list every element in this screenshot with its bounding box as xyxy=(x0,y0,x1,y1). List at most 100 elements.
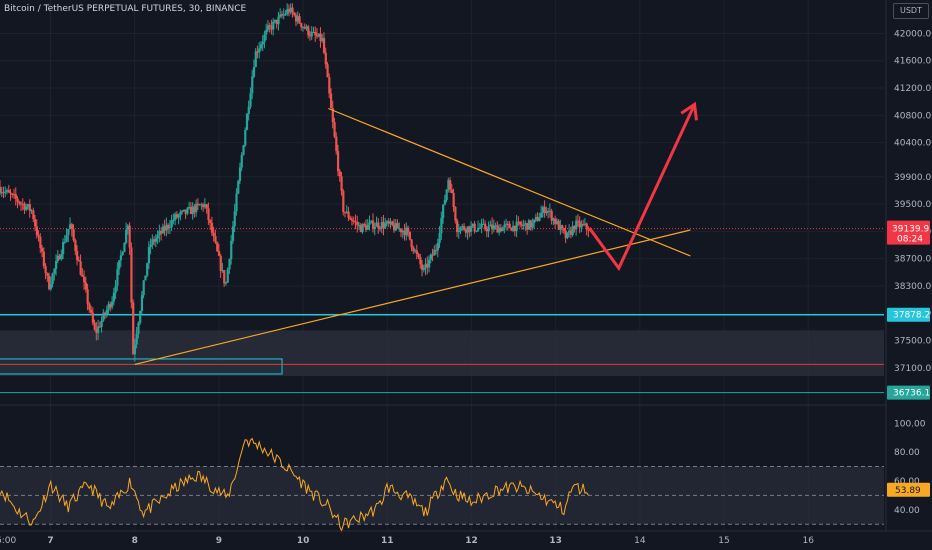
candle-body xyxy=(193,206,196,213)
candle-body xyxy=(286,9,289,14)
candle xyxy=(46,272,49,282)
candle xyxy=(247,100,250,121)
candle xyxy=(569,226,573,239)
rsi-value-tag[interactable] xyxy=(887,482,930,497)
time-tick-label: 16 xyxy=(803,536,815,546)
candle xyxy=(158,224,161,243)
candle xyxy=(193,204,196,218)
candle xyxy=(72,224,75,243)
candle-body xyxy=(228,259,231,270)
candle-body xyxy=(63,241,66,243)
rsi-tick-label: 80.00 xyxy=(894,448,920,458)
current-price-tag[interactable] xyxy=(887,220,930,245)
candle xyxy=(34,214,37,231)
price-pane[interactable] xyxy=(0,0,932,530)
candle xyxy=(324,47,327,69)
candle-body xyxy=(389,221,392,224)
candle xyxy=(90,305,93,316)
candle xyxy=(109,301,112,312)
candle-body xyxy=(279,14,282,17)
rsi-tick-label: 100.00 xyxy=(894,419,926,429)
candle-body xyxy=(328,77,331,94)
trendline[interactable] xyxy=(328,107,691,257)
candle xyxy=(541,205,545,218)
candle-body xyxy=(513,225,517,232)
candle-body xyxy=(202,204,205,208)
candle-body xyxy=(429,254,432,260)
candle xyxy=(300,22,303,31)
candle-body xyxy=(569,230,573,235)
candle-body xyxy=(163,226,166,231)
candle-body xyxy=(195,203,198,213)
candle-body xyxy=(380,221,383,229)
candle-body xyxy=(421,264,424,270)
candle xyxy=(371,213,375,233)
candle-body xyxy=(133,344,137,355)
candle-body xyxy=(55,261,58,269)
candle xyxy=(442,204,445,224)
level-price-tag[interactable] xyxy=(887,307,930,322)
candle xyxy=(151,234,154,250)
candle-body xyxy=(35,226,38,236)
candle xyxy=(104,311,107,319)
time-axis[interactable]: 6:00 7 8 9 10 11 12 13 14 15 16 xyxy=(0,530,932,546)
candle-body xyxy=(25,206,28,210)
candle xyxy=(403,223,406,241)
candle-body xyxy=(501,227,504,232)
candle-body xyxy=(76,250,79,261)
candle-body xyxy=(289,7,292,13)
candle-body xyxy=(294,15,298,22)
candle-body xyxy=(160,230,163,234)
candle-body xyxy=(116,269,119,286)
rsi-line[interactable] xyxy=(0,437,589,533)
projection-arrow-head[interactable] xyxy=(680,101,698,121)
candle-body xyxy=(440,218,443,234)
candle xyxy=(135,326,138,349)
candle xyxy=(345,205,348,214)
candle-body xyxy=(456,220,459,233)
rsi-axis[interactable]: 100.00 80.00 60.00 40.00 53.89 xyxy=(887,419,930,516)
level-price-tag[interactable] xyxy=(887,385,930,400)
demand-box[interactable] xyxy=(0,358,283,375)
candle-body xyxy=(445,189,448,201)
price-axis[interactable]: 42000.00 41600.00 41200.00 40800.00 40400.00… xyxy=(885,0,932,550)
candle xyxy=(48,272,51,291)
candle-body xyxy=(410,239,413,248)
candle xyxy=(118,260,121,275)
candle-body xyxy=(86,289,89,304)
candle-body xyxy=(104,312,107,314)
price-unit-label[interactable]: USDT xyxy=(893,3,929,19)
candle xyxy=(263,30,266,49)
candle xyxy=(97,319,100,340)
level-price-label: 36736.1 xyxy=(893,389,930,399)
candle xyxy=(298,13,301,25)
candle xyxy=(414,248,417,254)
candle xyxy=(456,218,459,238)
trendline[interactable] xyxy=(134,229,691,366)
candle-body xyxy=(405,227,408,236)
candle xyxy=(305,24,308,31)
candle-body xyxy=(118,260,121,270)
rsi-pane[interactable] xyxy=(0,437,884,533)
candle-body xyxy=(499,227,503,232)
candle xyxy=(231,221,235,244)
candle xyxy=(435,244,438,255)
candle xyxy=(450,183,453,194)
candle xyxy=(139,310,142,325)
candle-body xyxy=(408,231,411,240)
candle-body xyxy=(571,225,574,235)
candle-body xyxy=(375,222,378,227)
candle xyxy=(154,234,158,248)
candle-body xyxy=(144,275,147,281)
support-zone[interactable] xyxy=(0,330,884,377)
candle xyxy=(32,207,35,223)
candle-body xyxy=(510,228,513,231)
candle xyxy=(186,206,189,216)
candle-body xyxy=(298,16,301,24)
candle xyxy=(170,214,173,232)
candle xyxy=(421,260,424,277)
candle-body xyxy=(540,212,543,218)
candle-body xyxy=(478,227,482,229)
projection-path[interactable] xyxy=(588,103,696,272)
